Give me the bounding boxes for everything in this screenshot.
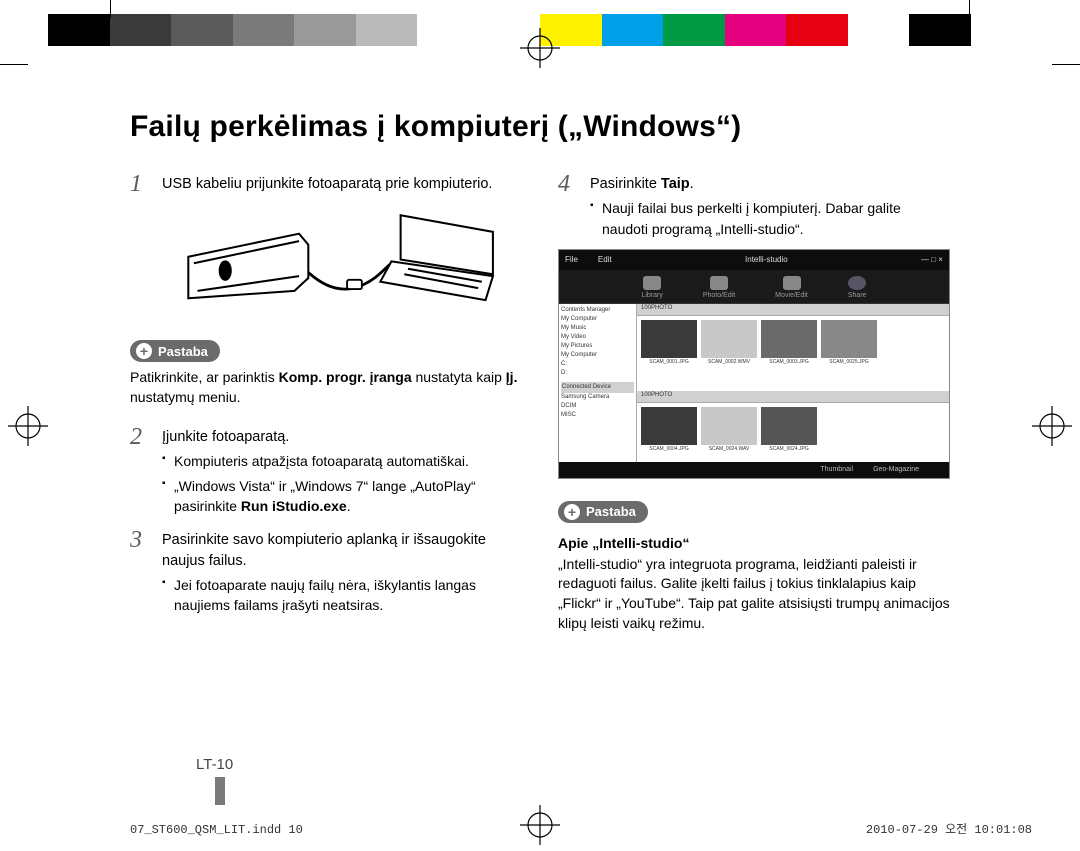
note-pill: + Pastaba bbox=[558, 501, 648, 523]
step-number: 2 bbox=[130, 425, 152, 516]
ss-tabs: Library Photo/Edit Movie/Edit Share bbox=[559, 270, 949, 304]
ss-thumbnail-row: SCAM_0004.JPG SCAM_0024.WAV SCAM_0024.JP… bbox=[637, 403, 949, 462]
note-block: + Pastaba Patikrinkite, ar parinktis Kom… bbox=[130, 340, 522, 407]
crop-mark bbox=[969, 0, 970, 18]
ss-main: 100PHOTO SCAM_0001.JPG SCAM_0002.WMV SCA… bbox=[637, 304, 949, 462]
step-2: 2 Įjunkite fotoaparatą. Kompiuteris atpa… bbox=[130, 425, 522, 516]
step-number: 4 bbox=[558, 172, 580, 239]
crop-mark bbox=[0, 64, 28, 65]
note-block: + Pastaba Apie „Intelli-studio“ „Intelli… bbox=[558, 501, 950, 633]
page-title: Failų perkėlimas į kompiuterį („Windows“… bbox=[130, 110, 950, 144]
ss-statusbar: Thumbnail Geo-Magazine bbox=[559, 462, 949, 478]
registration-mark-left bbox=[8, 406, 48, 446]
page-number: LT-10 bbox=[196, 756, 233, 773]
step-number: 1 bbox=[130, 172, 152, 196]
step-1: 1 USB kabeliu prijunkite fotoaparatą pri… bbox=[130, 172, 522, 196]
plus-icon: + bbox=[564, 504, 580, 520]
registration-mark-top bbox=[520, 28, 560, 68]
camera-laptop-illustration bbox=[156, 206, 522, 326]
about-body: „Intelli-studio“ yra integruota programa… bbox=[558, 555, 950, 633]
step-text: Pasirinkite savo kompiuterio aplanką ir … bbox=[162, 530, 522, 571]
ss-body: Contents Manager My Computer My Music My… bbox=[559, 304, 949, 462]
ss-sidebar: Contents Manager My Computer My Music My… bbox=[559, 304, 637, 462]
step-body: Įjunkite fotoaparatą. Kompiuteris atpažį… bbox=[162, 425, 522, 516]
note-label: Pastaba bbox=[158, 344, 208, 359]
footer-timestamp: 2010-07-29 오전 10:01:08 bbox=[866, 820, 1032, 837]
step-body: Pasirinkite Taip. Nauji failai bus perke… bbox=[590, 172, 950, 239]
bullet: Jei fotoaparate naujų failų nėra, iškyla… bbox=[162, 575, 522, 616]
step-text: USB kabeliu prijunkite fotoaparatą prie … bbox=[162, 172, 492, 196]
step-text: Pasirinkite Taip. bbox=[590, 174, 950, 194]
right-column: 4 Pasirinkite Taip. Nauji failai bus per… bbox=[558, 172, 950, 633]
step-4: 4 Pasirinkite Taip. Nauji failai bus per… bbox=[558, 172, 950, 239]
crop-mark bbox=[1052, 64, 1080, 65]
bullet: Nauji failai bus perkelti į kompiuterį. … bbox=[590, 198, 950, 239]
page-content: Failų perkėlimas į kompiuterį („Windows“… bbox=[130, 110, 950, 801]
note-pill: + Pastaba bbox=[130, 340, 220, 362]
note-label: Pastaba bbox=[586, 504, 636, 519]
footer-filename: 07_ST600_QSM_LIT.indd 10 bbox=[130, 823, 303, 837]
step-body: Pasirinkite savo kompiuterio aplanką ir … bbox=[162, 528, 522, 615]
step-3: 3 Pasirinkite savo kompiuterio aplanką i… bbox=[130, 528, 522, 615]
intelli-studio-screenshot: FileEdit Intelli-studio — □ × Library Ph… bbox=[558, 249, 950, 479]
page-number-bar bbox=[215, 777, 225, 805]
crop-mark bbox=[110, 0, 111, 18]
note-text: Patikrinkite, ar parinktis Komp. progr. … bbox=[130, 368, 522, 407]
plus-icon: + bbox=[136, 343, 152, 359]
two-column-layout: 1 USB kabeliu prijunkite fotoaparatą pri… bbox=[130, 172, 950, 633]
step-text: Įjunkite fotoaparatą. bbox=[162, 427, 522, 447]
ss-menubar: FileEdit Intelli-studio — □ × bbox=[559, 250, 949, 270]
step-number: 3 bbox=[130, 528, 152, 615]
registration-mark-bottom bbox=[520, 805, 560, 845]
registration-mark-right bbox=[1032, 406, 1072, 446]
bullet: Kompiuteris atpažįsta fotoaparatą automa… bbox=[162, 451, 522, 471]
left-column: 1 USB kabeliu prijunkite fotoaparatą pri… bbox=[130, 172, 522, 633]
bullet: „Windows Vista“ ir „Windows 7“ lange „Au… bbox=[162, 476, 522, 517]
ss-thumbnail-row: SCAM_0001.JPG SCAM_0002.WMV SCAM_0003.JP… bbox=[637, 316, 949, 391]
about-heading: Apie „Intelli-studio“ bbox=[558, 535, 950, 551]
